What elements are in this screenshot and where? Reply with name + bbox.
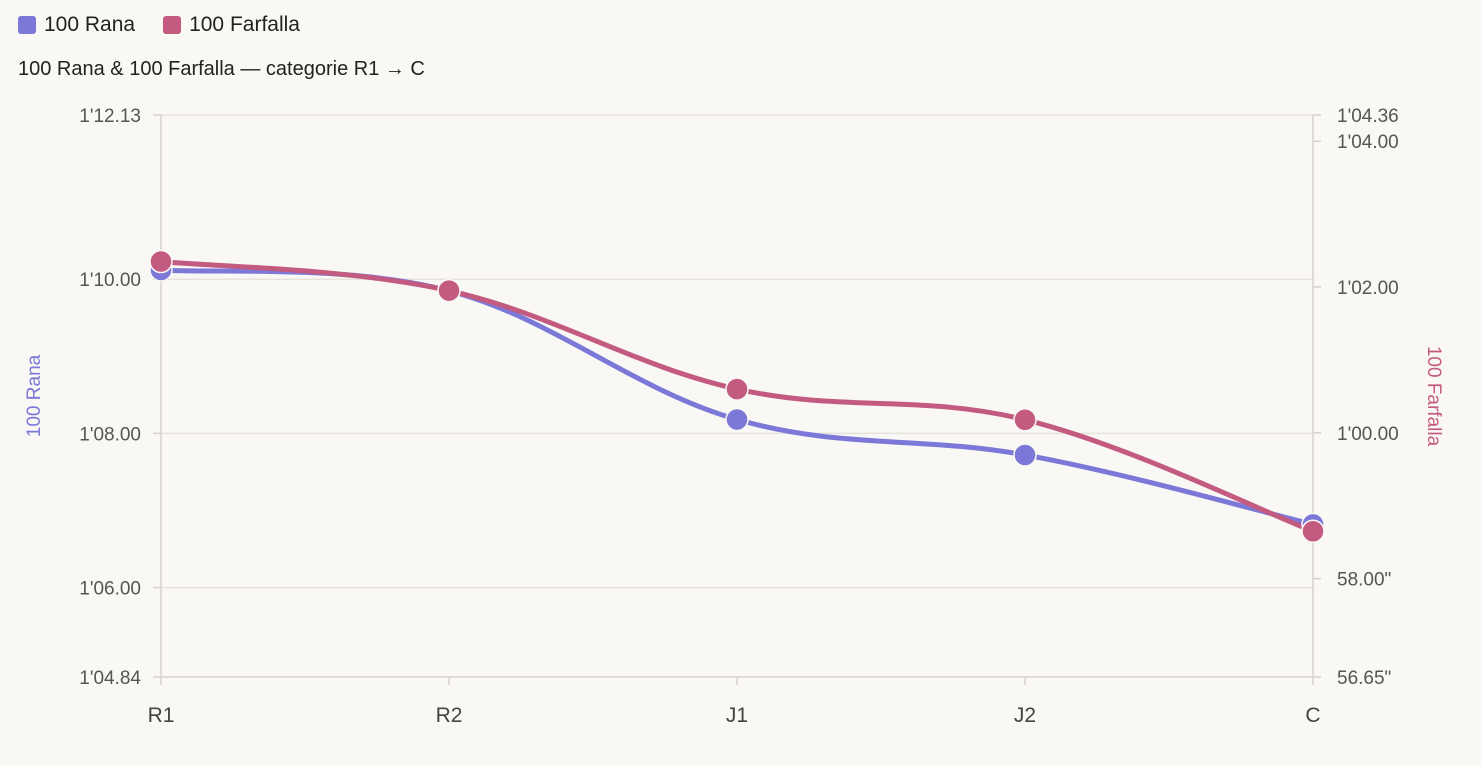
right-tick-label-0: 1'04.36 — [1337, 106, 1399, 127]
x-tick-label-r1: R1 — [148, 704, 175, 727]
legend-swatch-farfalla — [163, 16, 182, 34]
left-axis-title: 100 Rana — [24, 354, 45, 437]
left-tick-label-2: 1'08.00 — [79, 424, 141, 445]
point-100-rana-j1 — [725, 407, 749, 432]
left-tick-label-1: 1'10.00 — [79, 270, 141, 291]
right-tick-label-2: 1'02.00 — [1337, 278, 1399, 299]
point-100-farfalla-j1 — [725, 377, 749, 401]
chart-title: 100 Rana & 100 Farfalla — categorie R1 →… — [18, 58, 425, 80]
point-100-farfalla-r2 — [437, 278, 461, 303]
legend-swatch-rana — [18, 16, 36, 34]
point-100-farfalla-c — [1301, 519, 1325, 543]
right-tick-label-3: 1'00.00 — [1337, 424, 1399, 445]
left-tick-label-3: 1'06.00 — [79, 579, 141, 600]
x-tick-label-r2: R2 — [436, 704, 463, 727]
point-100-farfalla-r1 — [149, 249, 173, 274]
legend-item-farfalla[interactable]: 100 Farfalla — [163, 13, 300, 37]
legend-label-farfalla: 100 Farfalla — [189, 13, 300, 36]
left-tick-label-0: 1'12.13 — [79, 106, 141, 127]
legend: 100 Rana 100 Farfalla — [18, 13, 300, 37]
right-axis-title: 100 Farfalla — [1423, 346, 1444, 447]
left-tick-label-4: 1'04.84 — [79, 668, 141, 689]
right-tick-label-5: 56.65" — [1337, 668, 1391, 689]
legend-label-rana: 100 Rana — [44, 13, 136, 36]
x-tick-label-j2: J2 — [1014, 704, 1036, 727]
right-tick-label-1: 1'04.00 — [1337, 132, 1399, 153]
point-100-rana-j2 — [1013, 443, 1037, 467]
right-tick-label-4: 58.00" — [1337, 570, 1391, 591]
legend-item-rana[interactable]: 100 Rana — [18, 13, 135, 37]
x-tick-label-c: C — [1305, 704, 1320, 727]
x-tick-label-j1: J1 — [726, 704, 748, 727]
point-100-farfalla-j2 — [1013, 407, 1037, 432]
